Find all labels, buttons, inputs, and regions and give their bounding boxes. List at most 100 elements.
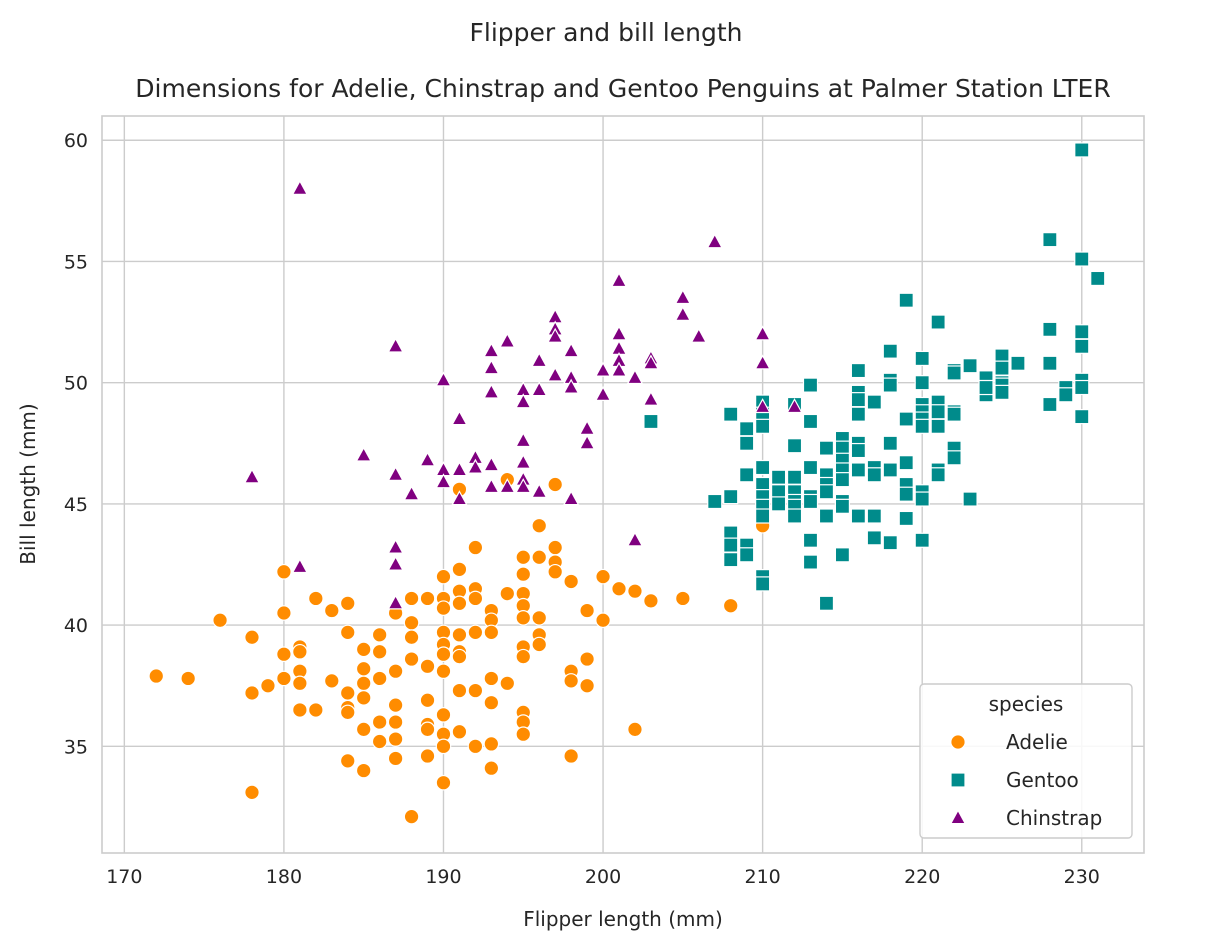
adelie-point [323,673,340,689]
adelie-point [387,697,404,713]
gentoo-point [1074,142,1090,158]
chinstrap-point [515,432,532,448]
chinstrap-point [467,458,484,474]
adelie-point [435,774,452,791]
gentoo-point [643,413,659,430]
chinstrap-point [674,288,692,305]
gentoo-point [802,377,819,393]
adelie-point [435,646,452,663]
plot-frame [101,115,1145,854]
adelie-point [579,651,595,667]
adelie-point [467,624,484,641]
chinstrap-point [594,361,612,377]
chinstrap-point [531,352,548,368]
adelie-point [611,580,627,597]
x-tick-label: 190 [425,866,461,888]
chinstrap-point [515,453,532,469]
gentoo-point [802,493,819,510]
adelie-point [419,590,436,607]
gentoo-point [739,421,755,437]
series-chinstrap [243,179,803,610]
adelie-point [403,614,420,631]
adelie-point [595,612,611,629]
x-tick-label: 220 [904,866,940,888]
gentoo-point [1042,232,1058,248]
chinstrap-point [626,368,644,385]
adelie-point [435,568,452,585]
adelie-point [292,702,308,718]
adelie-point [547,563,563,580]
gentoo-point [946,450,962,466]
gentoo-point [770,469,787,485]
gentoo-point [707,493,723,510]
legend-marker-gentoo [950,772,966,788]
gentoo-point [802,459,819,476]
adelie-point [419,721,436,738]
chinstrap-point [562,378,580,394]
data-points [148,142,1106,825]
legend-box [919,683,1133,839]
gentoo-point [850,508,866,524]
gentoo-point [882,435,898,451]
chinstrap-point [754,354,771,370]
adelie-point [547,539,563,556]
adelie-point [292,675,308,692]
adelie-point [244,629,260,646]
adelie-point [419,658,436,675]
gentoo-point [914,375,930,391]
adelie-point [483,694,500,711]
gentoo-point [1090,270,1106,287]
adelie-point [451,627,468,643]
gentoo-point [770,496,787,512]
chinstrap-point [690,327,708,343]
adelie-point [244,784,260,801]
adelie-point [339,685,356,701]
gentoo-point [1042,396,1058,413]
adelie-point [627,583,643,599]
gentoo-point [930,467,946,483]
gentoo-point [882,377,898,393]
chinstrap-point [610,361,628,377]
chart-title: Dimensions for Adelie, Chinstrap and Gen… [135,74,1110,103]
chinstrap-point [387,465,404,482]
adelie-point [563,673,579,689]
legend-marker-chinstrap [949,809,967,825]
adelie-point [339,624,356,641]
y-tick-label: 35 [64,736,88,758]
gentoo-point [1074,409,1090,425]
adelie-point [499,585,516,602]
gentoo-point [962,491,978,507]
adelie-point [515,610,532,626]
gentoo-point [818,484,835,500]
gentoo-point [1042,355,1058,371]
gentoo-point [898,486,914,502]
adelie-point [515,549,532,566]
adelie-point [371,627,388,643]
adelie-point [483,624,500,641]
chinstrap-point [483,359,500,375]
adelie-point [355,721,372,738]
adelie-point [722,597,739,614]
gentoo-point [978,379,994,396]
chinstrap-point [706,233,723,249]
chinstrap-point [451,461,468,477]
adelie-point [531,636,548,653]
adelie-point [451,682,468,699]
chinstrap-point [515,393,532,409]
legend: species Adelie Gentoo Chinstrap [919,683,1133,839]
gentoo-point [866,508,882,524]
chinstrap-point [435,371,452,387]
adelie-point [212,612,228,629]
chinstrap-point [594,385,612,401]
gentoo-point [723,537,739,553]
adelie-point [467,539,484,556]
adelie-point [244,685,260,701]
adelie-point [643,593,659,609]
gentoo-point [723,489,739,505]
gentoo-point [834,547,851,563]
adelie-point [387,731,404,747]
adelie-point [435,600,452,616]
adelie-point [675,590,691,607]
gentoo-point [898,510,914,527]
